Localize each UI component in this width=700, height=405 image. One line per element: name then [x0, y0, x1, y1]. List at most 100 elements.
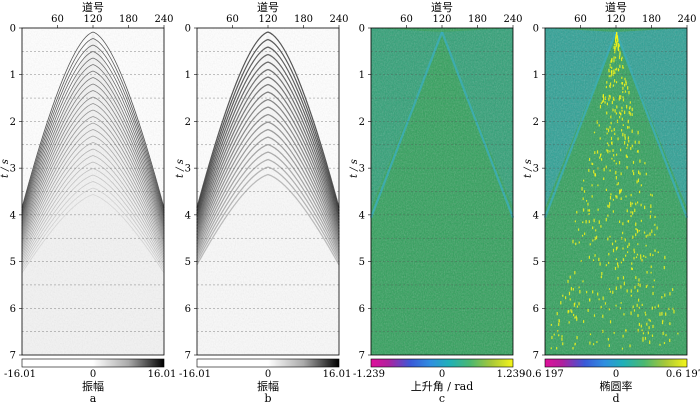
speckle — [613, 56, 615, 60]
y-axis-title: t / s — [175, 159, 186, 178]
colorbar-c — [370, 358, 514, 368]
speckle — [592, 343, 595, 346]
speckle — [602, 296, 604, 300]
speckle — [636, 180, 638, 184]
speckle — [620, 129, 623, 132]
speckle — [556, 312, 558, 316]
speckle — [591, 195, 593, 198]
speckle — [628, 242, 630, 246]
speckle — [585, 219, 587, 224]
speckle — [626, 251, 629, 253]
speckle — [600, 305, 602, 309]
speckle — [649, 232, 651, 236]
speckle — [615, 246, 618, 251]
speckle — [619, 53, 621, 57]
speckle — [581, 234, 584, 237]
speckle — [661, 321, 664, 325]
speckle — [617, 137, 619, 141]
speckle — [630, 204, 632, 207]
speckle — [613, 97, 615, 101]
speckle — [615, 44, 617, 48]
colorbar-max-label: 0.6 197 — [666, 369, 700, 380]
speckle — [586, 290, 588, 294]
panel-b: 60 120 180 240 道号 0 1 2 3 4 5 6 7 t / s -16.01 0 16.01 振幅… — [175, 0, 351, 405]
speckle — [592, 239, 594, 242]
speckle — [558, 334, 560, 337]
speckle — [638, 322, 641, 326]
speckle — [611, 100, 613, 105]
speckle — [601, 100, 604, 103]
speckle — [626, 209, 628, 213]
speckle — [622, 65, 624, 69]
speckle — [652, 291, 654, 295]
speckle — [664, 255, 666, 260]
speckle — [659, 312, 661, 316]
speckle — [560, 301, 562, 305]
speckle — [640, 256, 642, 260]
speckle — [640, 184, 642, 187]
speckle — [593, 131, 596, 134]
speckle — [608, 94, 610, 98]
speckle — [610, 60, 612, 63]
speckle — [561, 335, 563, 338]
speckle — [598, 220, 600, 224]
speckle — [596, 341, 598, 343]
speckle — [613, 79, 616, 83]
x-tick-label: 240 — [503, 14, 522, 25]
speckle — [595, 235, 598, 240]
speckle — [620, 172, 622, 176]
speckle — [650, 193, 652, 196]
speckle — [581, 187, 583, 191]
speckle — [607, 128, 610, 133]
speckle — [562, 294, 564, 297]
speckle — [625, 154, 627, 158]
y-axis-title: t / s — [0, 159, 11, 178]
speckle — [622, 276, 625, 280]
speckle — [620, 95, 622, 98]
speckle — [616, 195, 618, 199]
speckle — [574, 343, 576, 346]
speckle — [612, 84, 615, 87]
speckle — [612, 149, 614, 152]
speckle — [620, 189, 622, 193]
speckle — [624, 77, 626, 81]
y-axis-title: t / s — [523, 159, 534, 178]
speckle — [587, 308, 589, 312]
speckle — [623, 313, 625, 316]
y-tick-label: 0 — [10, 24, 16, 35]
speckle — [593, 218, 595, 223]
speckle — [632, 305, 634, 309]
x-tick-label: 240 — [154, 14, 173, 25]
speckle — [557, 330, 559, 333]
speckle — [602, 93, 604, 97]
y-tick-label: 5 — [533, 257, 539, 268]
speckle — [644, 205, 646, 210]
speckle — [615, 112, 618, 115]
speckle — [597, 167, 599, 170]
speckle — [622, 222, 624, 226]
speckle — [622, 231, 624, 235]
speckle — [630, 211, 632, 214]
speckle — [618, 160, 621, 165]
speckle — [591, 184, 593, 187]
speckle — [637, 328, 639, 333]
speckle — [630, 289, 632, 293]
speckle — [567, 279, 569, 283]
speckle — [609, 195, 612, 200]
speckle — [609, 95, 611, 99]
speckle — [630, 193, 632, 197]
speckle — [612, 108, 614, 112]
speckle — [609, 84, 611, 87]
y-tick-label: 3 — [185, 164, 191, 175]
speckle — [647, 234, 649, 237]
speckle — [640, 203, 642, 207]
speckle — [634, 285, 636, 289]
speckle — [609, 290, 612, 293]
speckle — [598, 124, 600, 127]
colorbar-title: 振幅 — [82, 379, 104, 393]
colorbar-mid-label: 0 — [439, 369, 445, 380]
speckle — [657, 304, 660, 308]
speckle — [589, 341, 591, 345]
speckle — [615, 43, 617, 46]
speckle — [597, 292, 599, 296]
